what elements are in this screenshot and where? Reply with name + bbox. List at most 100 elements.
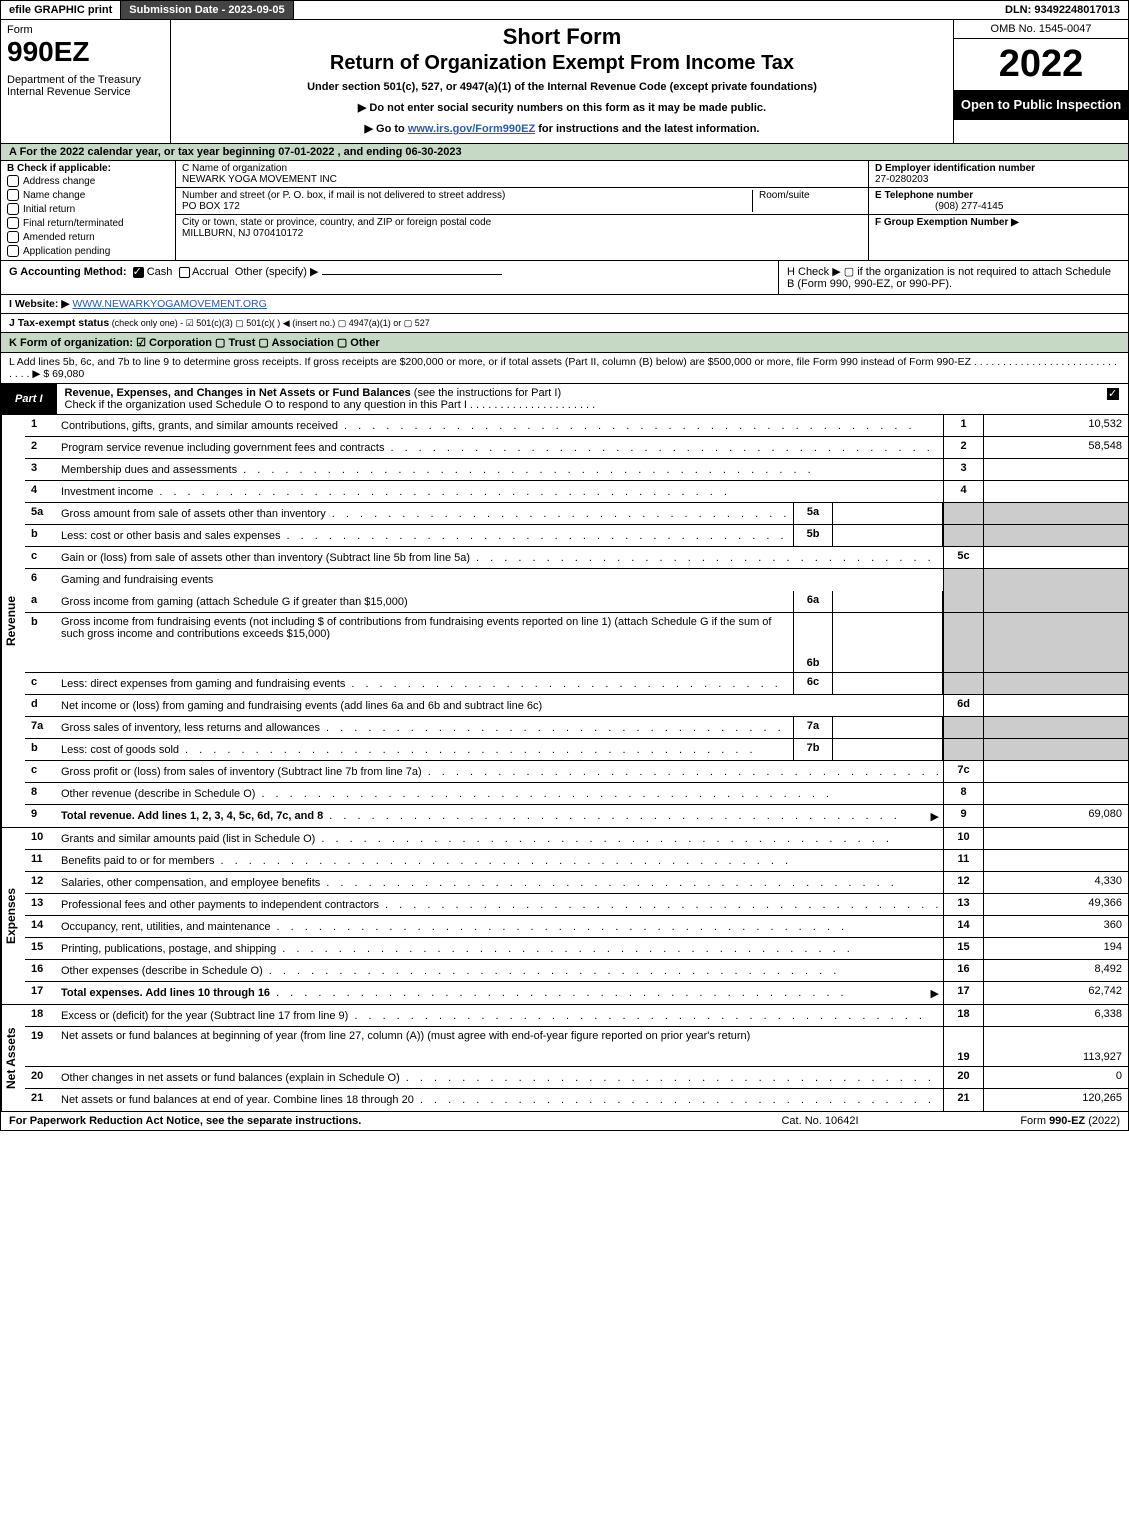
- dots: . . . . . . . . . . . . . . . . . . . . …: [179, 744, 789, 756]
- chk-initial-return[interactable]: Initial return: [7, 202, 169, 216]
- line-2: 2 Program service revenue including gove…: [25, 437, 1128, 459]
- line-number: c: [25, 761, 61, 782]
- line-desc: Excess or (deficit) for the year (Subtra…: [61, 1010, 348, 1022]
- sub3-post: for instructions and the latest informat…: [535, 123, 759, 135]
- line-number: a: [25, 591, 61, 612]
- line-desc: Net assets or fund balances at beginning…: [61, 1030, 750, 1042]
- line-desc: Printing, publications, postage, and shi…: [61, 943, 276, 955]
- line-amount-shaded: [983, 739, 1128, 760]
- other-label: Other (specify) ▶: [235, 266, 319, 278]
- chk-label: Initial return: [23, 204, 75, 215]
- line-amount: 120,265: [983, 1089, 1128, 1111]
- line-13: 13 Professional fees and other payments …: [25, 894, 1128, 916]
- line-number: b: [25, 613, 61, 672]
- line-number: 7a: [25, 717, 61, 738]
- line-code: 20: [943, 1067, 983, 1088]
- g-label: G Accounting Method:: [9, 266, 127, 278]
- dln: DLN: 93492248017013: [997, 1, 1128, 19]
- line-code: 17: [943, 982, 983, 1004]
- sub-code: 5a: [793, 503, 833, 524]
- line-5c: c Gain or (loss) from sale of assets oth…: [25, 547, 1128, 569]
- line-desc: Gross income from fundraising events (no…: [61, 616, 771, 640]
- line-number: 5a: [25, 503, 61, 524]
- line-amount: 62,742: [983, 982, 1128, 1004]
- line-amount: [983, 459, 1128, 480]
- sub-code: 7a: [793, 717, 833, 738]
- group-exemption-label: F Group Exemption Number ▶: [875, 217, 1019, 228]
- line-6c: c Less: direct expenses from gaming and …: [25, 673, 1128, 695]
- chk-final-return[interactable]: Final return/terminated: [7, 216, 169, 230]
- part-i-tab: Part I: [1, 384, 57, 414]
- chk-name-change[interactable]: Name change: [7, 188, 169, 202]
- line-amount: 113,927: [983, 1027, 1128, 1066]
- line-6b: b Gross income from fundraising events (…: [25, 613, 1128, 673]
- cash-label: Cash: [147, 266, 173, 278]
- net-assets-block: Net Assets 18 Excess or (deficit) for th…: [0, 1005, 1129, 1112]
- line-code-shaded: [943, 673, 983, 694]
- line-code: 21: [943, 1089, 983, 1111]
- form-word: Form: [7, 24, 164, 36]
- line-code: 4: [943, 481, 983, 502]
- col-b-checkboxes: B Check if applicable: Address change Na…: [1, 161, 176, 260]
- line-desc: Less: direct expenses from gaming and fu…: [61, 678, 345, 690]
- dots: . . . . . . . . . . . . . . . . . . . . …: [348, 1010, 939, 1022]
- line-amount: 194: [983, 938, 1128, 959]
- row-i-website: I Website: ▶ WWW.NEWARKYOGAMOVEMENT.ORG: [0, 295, 1129, 314]
- chk-amended-return[interactable]: Amended return: [7, 230, 169, 244]
- line-amount-shaded: [983, 503, 1128, 524]
- line-desc: Program service revenue including govern…: [61, 442, 384, 454]
- chk-address-change[interactable]: Address change: [7, 174, 169, 188]
- line-desc: Gain or (loss) from sale of assets other…: [61, 552, 470, 564]
- header-center: Short Form Return of Organization Exempt…: [171, 20, 953, 143]
- line-code: 1: [943, 415, 983, 436]
- line-number: 9: [25, 805, 61, 827]
- line-21: 21 Net assets or fund balances at end of…: [25, 1089, 1128, 1111]
- chk-cash[interactable]: [133, 267, 144, 278]
- line-code: 12: [943, 872, 983, 893]
- sub-code: 6b: [793, 613, 833, 672]
- line-number: 3: [25, 459, 61, 480]
- footer-right-post: (2022): [1085, 1115, 1120, 1127]
- org-name: NEWARK YOGA MOVEMENT INC: [182, 174, 862, 185]
- line-19: 19 Net assets or fund balances at beginn…: [25, 1027, 1128, 1067]
- row-a-period: A For the 2022 calendar year, or tax yea…: [0, 144, 1129, 161]
- part-i-check[interactable]: [1098, 384, 1128, 414]
- line-amount: [983, 761, 1128, 782]
- chk-application-pending[interactable]: Application pending: [7, 244, 169, 258]
- line-desc: Gross amount from sale of assets other t…: [61, 508, 326, 520]
- line-number: c: [25, 673, 61, 694]
- line-number: 16: [25, 960, 61, 981]
- submission-date: Submission Date - 2023-09-05: [121, 1, 293, 19]
- line-code: 5c: [943, 547, 983, 568]
- line-number: 19: [25, 1027, 61, 1066]
- line-number: 6: [25, 569, 61, 591]
- footer-left: For Paperwork Reduction Act Notice, see …: [9, 1115, 720, 1127]
- line-amount-shaded: [983, 673, 1128, 694]
- group-exemption-row: F Group Exemption Number ▶: [869, 215, 1128, 230]
- irs-link[interactable]: www.irs.gov/Form990EZ: [408, 123, 535, 135]
- line-amount: 8,492: [983, 960, 1128, 981]
- city-val: MILLBURN, NJ 070410172: [182, 228, 862, 239]
- street-val: PO BOX 172: [182, 201, 752, 212]
- line-code-shaded: [943, 717, 983, 738]
- dots: . . . . . . . . . . . . . . . . . . . . …: [414, 1094, 939, 1106]
- chk-label: Name change: [23, 190, 85, 201]
- dots: . . . . . . . . . . . . . . . . . . . . …: [281, 530, 789, 542]
- expenses-block: Expenses 10 Grants and similar amounts p…: [0, 828, 1129, 1005]
- sub-code: 6c: [793, 673, 833, 694]
- efile-print[interactable]: efile GRAPHIC print: [1, 1, 121, 19]
- dots: . . . . . . . . . . . . . . . . . . . . …: [270, 987, 930, 999]
- website-link[interactable]: WWW.NEWARKYOGAMOVEMENT.ORG: [72, 298, 266, 310]
- line-code: 13: [943, 894, 983, 915]
- arrow-icon: ▶: [931, 987, 939, 1000]
- tax-year: 2022: [954, 39, 1128, 90]
- line-number: 13: [25, 894, 61, 915]
- l-text: L Add lines 5b, 6c, and 7b to line 9 to …: [9, 356, 1117, 380]
- col-c-org: C Name of organization NEWARK YOGA MOVEM…: [176, 161, 868, 260]
- sub-val: [833, 525, 943, 546]
- top-bar: efile GRAPHIC print Submission Date - 20…: [0, 0, 1129, 20]
- chk-accrual[interactable]: [179, 267, 190, 278]
- side-net-assets: Net Assets: [1, 1005, 25, 1111]
- dots: . . . . . . . . . . . . . . . . . . . . …: [255, 788, 939, 800]
- line-4: 4 Investment income. . . . . . . . . . .…: [25, 481, 1128, 503]
